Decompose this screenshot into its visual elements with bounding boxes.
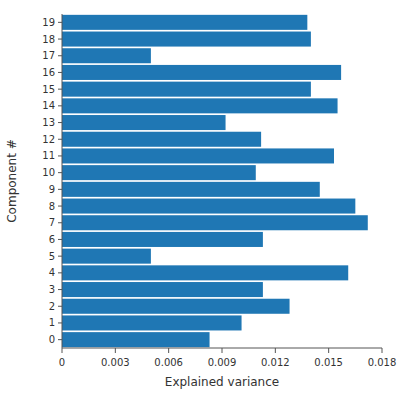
y-tick — [58, 122, 62, 123]
y-tick — [58, 155, 62, 156]
y-tick — [58, 322, 62, 323]
bar — [62, 199, 355, 214]
bar — [62, 115, 226, 130]
y-tick — [58, 239, 62, 240]
x-tick-label: 0.012 — [261, 357, 290, 368]
y-tick — [58, 272, 62, 273]
x-axis-label: Explained variance — [165, 375, 279, 389]
bar — [62, 282, 263, 297]
y-tick — [58, 89, 62, 90]
bar — [62, 48, 151, 63]
bar — [62, 182, 320, 197]
y-tick-label: 17 — [42, 50, 55, 61]
bar — [62, 65, 341, 80]
x-tick — [275, 348, 276, 353]
x-tick-label: 0.015 — [314, 357, 343, 368]
bar — [62, 215, 368, 230]
y-tick — [58, 189, 62, 190]
x-tick-label: 0.018 — [368, 357, 397, 368]
y-tick — [58, 256, 62, 257]
y-tick-label: 0 — [49, 334, 55, 345]
y-tick — [58, 306, 62, 307]
bar — [62, 232, 263, 247]
y-tick-label: 6 — [49, 234, 55, 245]
bar — [62, 165, 256, 180]
x-tick — [62, 348, 63, 353]
x-tick — [115, 348, 116, 353]
bar — [62, 299, 290, 314]
y-tick — [58, 172, 62, 173]
x-tick — [168, 348, 169, 353]
y-tick — [58, 22, 62, 23]
y-tick — [58, 139, 62, 140]
y-tick-label: 5 — [49, 251, 55, 262]
x-tick-label: 0 — [59, 357, 65, 368]
bar — [62, 82, 311, 97]
y-tick — [58, 222, 62, 223]
y-tick-label: 7 — [49, 217, 55, 228]
bar — [62, 249, 151, 264]
y-tick-label: 2 — [49, 301, 55, 312]
x-tick — [328, 348, 329, 353]
bar — [62, 332, 210, 347]
y-tick-label: 4 — [49, 267, 55, 278]
y-tick-label: 10 — [42, 167, 55, 178]
bars — [62, 15, 368, 347]
y-tick — [58, 339, 62, 340]
bar — [62, 15, 307, 30]
y-tick-label: 8 — [49, 201, 55, 212]
y-tick-label: 18 — [42, 34, 55, 45]
y-tick-label: 19 — [42, 17, 55, 28]
y-tick-label: 11 — [42, 150, 55, 161]
y-tick-label: 16 — [42, 67, 55, 78]
y-tick — [58, 55, 62, 56]
chart: 00.0030.0060.0090.0120.0150.018012345678… — [0, 0, 400, 400]
x-tick — [382, 348, 383, 353]
y-tick-label: 1 — [49, 317, 55, 328]
x-tick-label: 0.006 — [154, 357, 183, 368]
x-tick-label: 0.009 — [208, 357, 237, 368]
y-tick-label: 13 — [42, 117, 55, 128]
bar — [62, 148, 334, 163]
y-axis-label: Component # — [5, 139, 19, 223]
y-tick — [58, 206, 62, 207]
y-tick-label: 9 — [49, 184, 55, 195]
y-tick-label: 3 — [49, 284, 55, 295]
y-tick-label: 14 — [42, 100, 55, 111]
y-tick-label: 12 — [42, 134, 55, 145]
y-tick — [58, 72, 62, 73]
bar — [62, 98, 338, 113]
bar — [62, 265, 348, 280]
y-tick-label: 15 — [42, 84, 55, 95]
y-axis-line — [62, 14, 63, 348]
y-tick — [58, 39, 62, 40]
bar — [62, 32, 311, 47]
x-tick — [222, 348, 223, 353]
y-tick — [58, 105, 62, 106]
page: {"chart_data": {"type": "bar", "orientat… — [0, 0, 400, 400]
y-tick — [58, 289, 62, 290]
bar — [62, 315, 242, 330]
x-tick-label: 0.003 — [101, 357, 130, 368]
bar — [62, 132, 261, 147]
